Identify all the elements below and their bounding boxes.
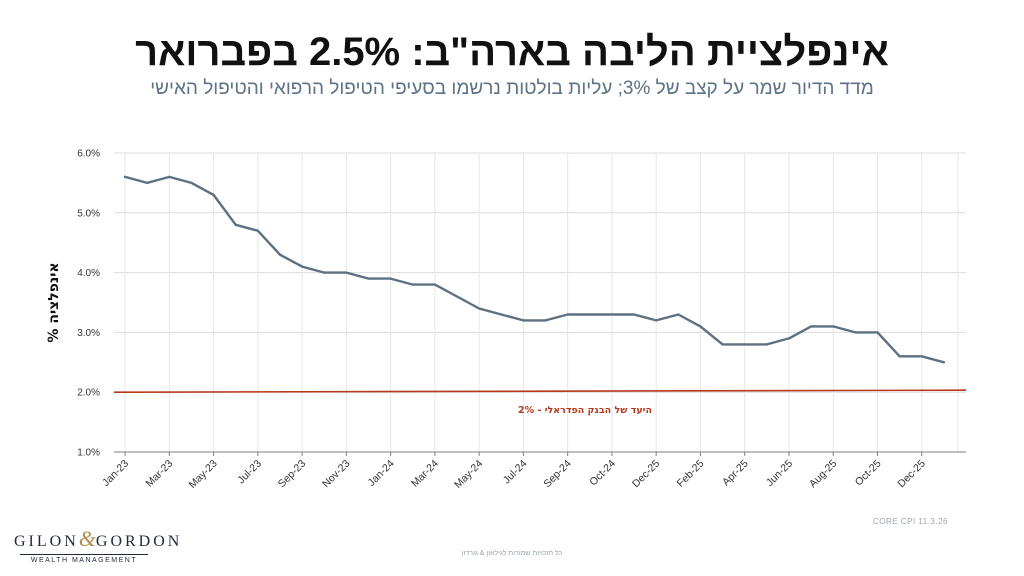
data-point <box>566 313 569 316</box>
data-point <box>389 277 392 280</box>
series-line-core-cpi <box>123 175 946 364</box>
data-point <box>301 265 304 268</box>
data-point <box>588 313 591 316</box>
data-point <box>610 313 614 316</box>
logo-left-text: GILON <box>14 533 79 550</box>
x-tick-label: May-23 <box>186 458 219 491</box>
company-logo: GILON&GORDON WEALTH MANAGEMENT <box>14 526 179 564</box>
data-point <box>942 361 945 364</box>
x-tick-label: Jan-24 <box>366 458 397 489</box>
y-tick-label: 3.0% <box>77 328 100 339</box>
page-subtitle: מדד הדיור שמר על קצב של 3%; עליות בולטות… <box>150 78 874 99</box>
data-point <box>433 283 436 286</box>
data-point <box>500 313 503 316</box>
data-point <box>345 271 348 274</box>
data-point <box>278 253 282 256</box>
data-point <box>655 319 658 322</box>
data-point <box>898 355 901 358</box>
data-point <box>876 331 879 334</box>
data-point <box>787 337 791 340</box>
y-tick-label: 6.0% <box>77 149 100 160</box>
x-tick-label: Mar-24 <box>409 458 441 490</box>
data-point <box>522 319 525 322</box>
data-point <box>832 325 835 328</box>
data-point <box>367 277 370 280</box>
data-point <box>256 229 259 232</box>
x-tick-label: Jul-24 <box>501 458 530 487</box>
data-point <box>677 313 680 316</box>
data-point <box>123 175 127 179</box>
data-point <box>212 193 215 196</box>
logo-divider <box>20 554 148 555</box>
data-point <box>478 307 481 310</box>
x-tick-label: Jan-23 <box>100 458 131 489</box>
data-point <box>411 283 414 286</box>
data-point <box>190 181 193 184</box>
data-point <box>920 355 923 358</box>
y-axis-label: אינפלציה % <box>46 262 62 342</box>
logo-tagline: WEALTH MANAGEMENT <box>30 557 138 564</box>
x-tick-label: Jun-25 <box>764 458 795 489</box>
data-point <box>234 223 237 226</box>
y-tick-label: 5.0% <box>77 208 100 219</box>
x-tick-label: Oct-24 <box>587 458 618 489</box>
x-tick-label: Oct-25 <box>853 458 884 489</box>
x-tick-label: Jul-23 <box>235 458 264 487</box>
x-tick-label: Sep-24 <box>541 458 574 491</box>
target-line <box>113 389 967 394</box>
data-point <box>699 325 702 328</box>
data-point <box>323 271 326 274</box>
x-tick-label: May-24 <box>452 458 485 491</box>
data-point <box>168 175 171 179</box>
data-point <box>854 331 857 334</box>
page-title: אינפלציית הליבה בארה"ב: 2.5% בפברואר <box>135 30 889 74</box>
copyright-note: כל הזכויות שמורות לגילאון & גורדון <box>461 550 563 557</box>
data-point <box>455 295 459 298</box>
logo-right-text: GORDON <box>95 533 183 550</box>
x-tick-label: Apr-25 <box>720 458 751 489</box>
x-tick-label: Aug-25 <box>807 458 840 491</box>
logo-ampersand: & <box>78 526 96 551</box>
source-label: CORE CPI 11.3.26 <box>873 517 948 526</box>
x-tick-label: Sep-23 <box>276 458 309 491</box>
y-tick-label: 4.0% <box>77 268 100 279</box>
x-tick-label: Mar-23 <box>143 458 175 490</box>
x-tick-label: Dec-25 <box>630 458 663 491</box>
x-tick-label: Feb-25 <box>675 458 707 490</box>
data-point <box>632 313 636 316</box>
data-point <box>809 325 813 328</box>
x-tick-label: Nov-23 <box>320 458 353 491</box>
data-point <box>544 319 547 322</box>
data-point <box>743 343 746 346</box>
data-point <box>765 343 768 346</box>
data-point <box>146 181 149 184</box>
y-tick-label: 2.0% <box>77 388 100 399</box>
logo-wordmark: GILON&GORDON <box>14 526 179 552</box>
data-point <box>721 343 724 346</box>
target-line-label: היעד של הבנק הפדראלי - 2% <box>518 405 652 416</box>
y-tick-label: 1.0% <box>77 448 100 459</box>
x-tick-label: Dec-25 <box>895 458 928 491</box>
